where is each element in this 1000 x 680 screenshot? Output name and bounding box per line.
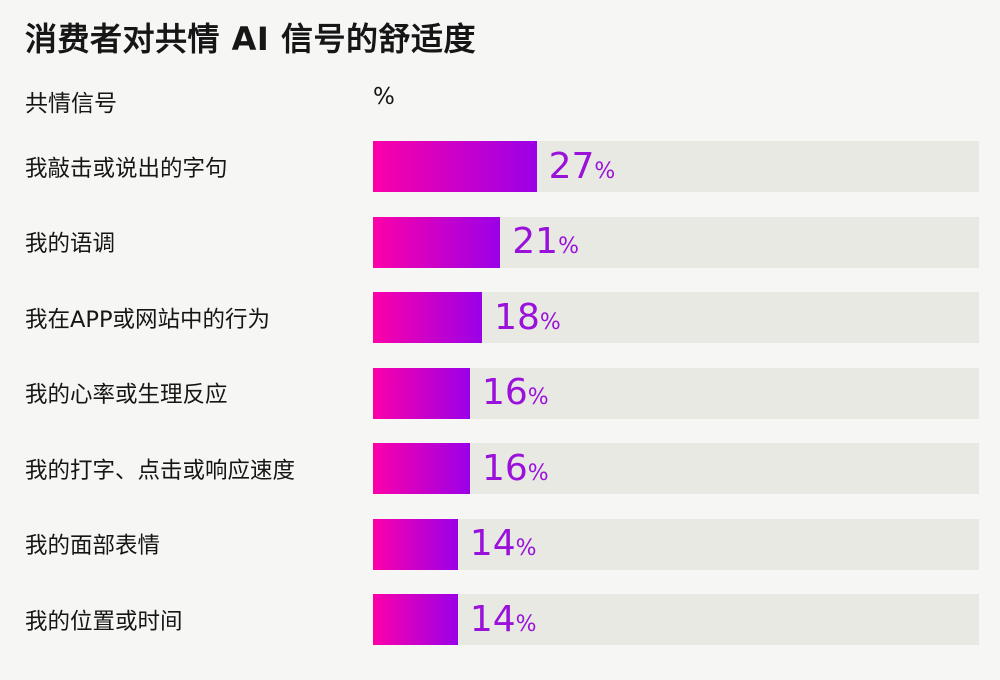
bar-row: 我的位置或时间 14% [25,594,979,645]
bar-rows: 我敲击或说出的字句 27% 我的语调 21% 我在APP或网站中的行为 18% … [25,141,979,670]
bar-row: 我的语调 21% [25,216,979,268]
bar-value-sign: % [515,536,537,561]
bar-row: 我的心率或生理反应 16% [25,367,979,419]
bar-label: 我的心率或生理反应 [25,382,228,408]
bar-track: 14% [373,594,979,645]
bar-value: 27% [548,145,616,187]
bar-value: 18% [494,296,561,338]
bar-fill [373,443,470,494]
bar-track: 21% [373,216,979,268]
bar-track: 27% [373,141,979,192]
bar-fill [373,594,458,645]
bar-fill [373,141,537,192]
bar-label: 我在APP或网站中的行为 [25,306,271,333]
bar-row: 我的面部表情 14% [25,518,979,570]
bar-value: 14% [469,598,537,640]
bar-value-sign: % [558,234,579,259]
bar-value-number: 27 [548,145,595,187]
bar-track: 16% [373,367,979,419]
bar-track: 18% [373,292,979,343]
bar-label: 我的面部表情 [25,533,161,559]
bar-value: 16% [482,375,549,411]
column-headers: 共情信号 % [25,84,979,118]
bar-row: 我的打字、点击或响应速度 16% [25,443,979,494]
bar-value-sign: % [515,611,537,637]
bar-value-number: 18 [494,296,540,338]
bar-fill [373,367,470,419]
bar-label: 我敲击或说出的字句 [25,155,228,182]
bar-value-number: 14 [469,523,516,564]
bar-value-number: 16 [481,447,528,489]
bar-label: 我的位置或时间 [25,608,183,635]
bar-value-sign: % [539,309,561,335]
bar-value-sign: % [527,460,549,486]
bar-row: 我在APP或网站中的行为 18% [25,292,979,343]
column-header-signal: 共情信号 [25,91,117,117]
bar-track: 14% [373,518,979,570]
bar-fill [373,292,483,343]
bar-row: 我敲击或说出的字句 27% [25,141,979,192]
bar-track: 16% [373,443,979,494]
bar-value-number: 16 [481,372,528,413]
bar-value-sign: % [527,385,549,410]
bar-label: 我的打字、点击或响应速度 [25,457,296,484]
bar-value-number: 14 [469,598,516,640]
bar-fill [373,216,501,268]
bar-label: 我的语调 [25,231,116,257]
bar-value: 16% [481,447,549,489]
bar-value: 14% [470,526,537,562]
column-header-percent: % [373,84,395,110]
chart-title: 消费者对共情 AI 信号的舒适度 [25,20,476,58]
bar-value: 21% [512,224,579,260]
bar-value-sign: % [594,158,616,184]
bar-fill [373,518,458,570]
bar-value-number: 21 [512,221,559,262]
